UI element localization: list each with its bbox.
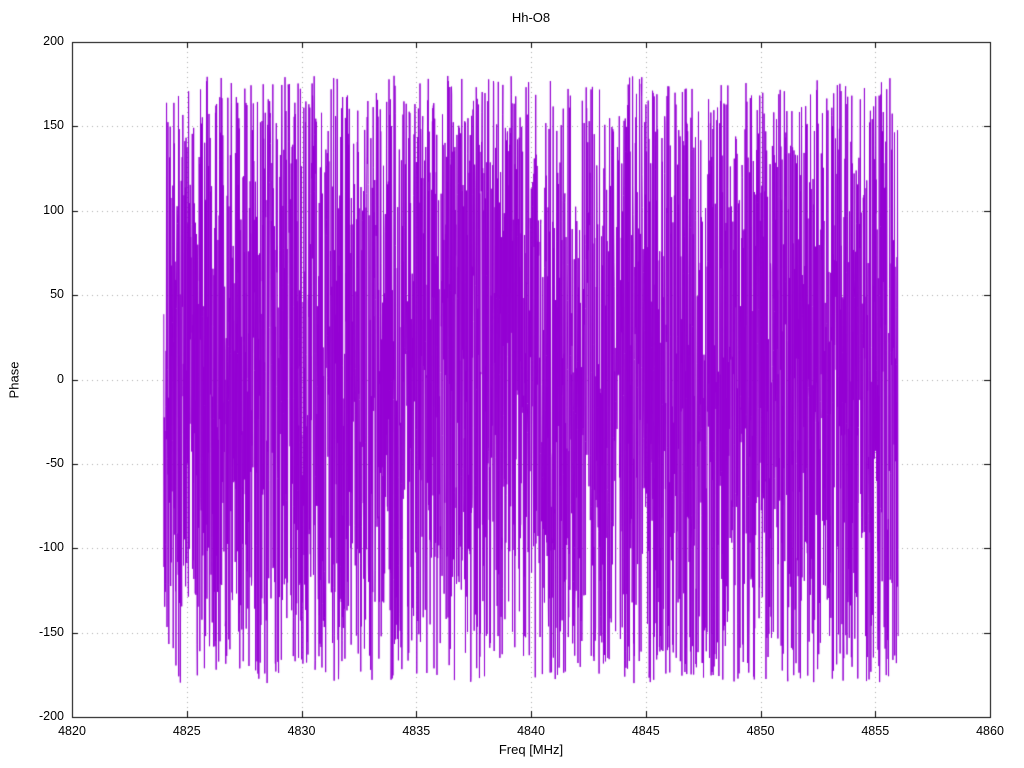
x-tick-label: 4825 bbox=[172, 724, 201, 738]
y-tick-label: -200 bbox=[38, 709, 64, 723]
y-tick-label: 200 bbox=[43, 34, 64, 48]
y-tick-label: 0 bbox=[57, 371, 64, 386]
y-tick-label: 50 bbox=[50, 287, 64, 302]
y-tick-label: 150 bbox=[43, 118, 64, 133]
y-tick-label: -50 bbox=[45, 455, 64, 470]
y-tick-label: -150 bbox=[38, 624, 64, 639]
x-axis-label: Freq [MHz] bbox=[498, 742, 564, 757]
x-tick-label: 4860 bbox=[976, 724, 1004, 738]
x-tick-label: 4835 bbox=[402, 724, 431, 738]
chart-title: Hh-O8 bbox=[511, 10, 551, 25]
x-tick-label: 4820 bbox=[58, 724, 86, 738]
x-tick-label: 4830 bbox=[287, 724, 316, 738]
x-tick-label: 4850 bbox=[746, 724, 775, 738]
x-tick-label: 4845 bbox=[631, 724, 660, 738]
x-tick-label: 4855 bbox=[861, 724, 890, 738]
x-tick-label: 4840 bbox=[517, 724, 545, 738]
y-tick-label: 100 bbox=[43, 202, 64, 217]
y-tick-label: -100 bbox=[38, 540, 64, 555]
